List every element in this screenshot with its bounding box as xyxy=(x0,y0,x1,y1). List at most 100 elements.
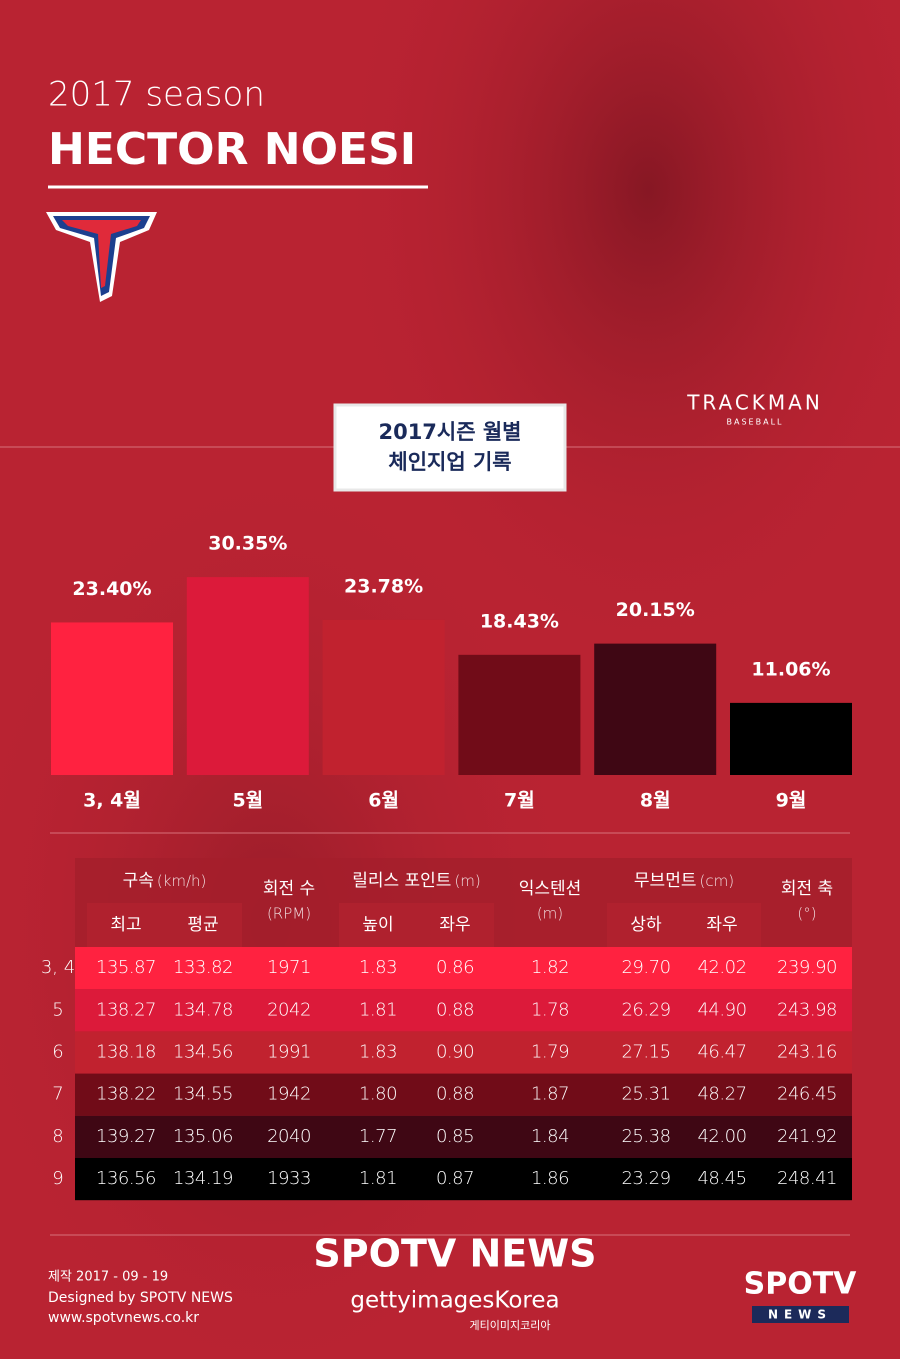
header-band xyxy=(339,903,494,947)
table-cell: 1971 xyxy=(267,957,311,978)
value-label: 23.78% xyxy=(344,575,423,597)
table-row xyxy=(75,947,852,990)
table-cell: 1.78 xyxy=(531,999,569,1020)
table-cell: 138.18 xyxy=(96,1042,156,1063)
table-cell: 2040 xyxy=(267,1126,311,1147)
table-cell: 138.27 xyxy=(96,999,156,1020)
group-header: 구속 (km/h) xyxy=(123,871,207,891)
group-label: 익스텐션 xyxy=(519,879,582,899)
table-cell: 1.81 xyxy=(359,999,397,1020)
table-cell: 25.38 xyxy=(621,1126,670,1147)
group-label: 무브먼트 xyxy=(634,871,697,891)
value-label: 18.43% xyxy=(480,610,559,632)
category-label: 6월 xyxy=(368,790,399,812)
table-row xyxy=(75,989,852,1032)
group-unit: (m) xyxy=(454,872,480,890)
bar xyxy=(594,643,717,775)
category-label: 5월 xyxy=(232,790,263,812)
table-cell: 1.87 xyxy=(531,1084,569,1105)
footer-designer: Designed by SPOTV NEWS xyxy=(48,1290,233,1306)
table-cell: 42.02 xyxy=(697,957,746,978)
player-name: HECTOR NOESI xyxy=(48,124,416,175)
sub-header: 상하 xyxy=(630,915,662,935)
table-cell: 0.88 xyxy=(436,999,474,1020)
table-cell: 133.82 xyxy=(173,957,233,978)
value-label: 11.06% xyxy=(751,658,830,680)
chart-title: 2017시즌 월별 xyxy=(378,420,521,444)
row-label: 3, 4 xyxy=(41,957,75,978)
table-cell: 1991 xyxy=(267,1042,311,1063)
category-label: 7월 xyxy=(504,790,535,812)
table-cell: 243.16 xyxy=(777,1042,837,1063)
table-cell: 46.47 xyxy=(697,1042,746,1063)
table-cell: 138.22 xyxy=(96,1084,156,1105)
table-row xyxy=(75,1073,852,1116)
table-cell: 25.31 xyxy=(621,1084,670,1105)
table-cell: 248.41 xyxy=(777,1168,837,1189)
group-label: 회전 축 xyxy=(781,879,833,899)
bar xyxy=(51,622,173,775)
table-cell: 1.83 xyxy=(359,1042,397,1063)
table-cell: 134.78 xyxy=(173,999,233,1020)
table-cell: 44.90 xyxy=(697,999,746,1020)
footer-date: 제작 2017 - 09 - 19 xyxy=(48,1270,168,1285)
logo-bottom: NEWS xyxy=(768,1308,832,1322)
table-cell: 241.92 xyxy=(777,1126,837,1147)
table-row xyxy=(75,1158,852,1201)
bar xyxy=(458,654,581,775)
chart-title-box xyxy=(333,403,567,492)
table-cell: 1942 xyxy=(267,1084,311,1105)
brand-sub: BASEBALL xyxy=(727,418,784,427)
chart-subtitle: 체인지업 기록 xyxy=(388,450,511,474)
footer-url: www.spotvnews.co.kr xyxy=(48,1310,199,1326)
logo xyxy=(62,220,141,288)
getty-kr: 게티이미지코리아 xyxy=(470,1319,551,1332)
footer-brand: SPOTV NEWS xyxy=(313,1232,596,1276)
table-cell: 48.45 xyxy=(697,1168,746,1189)
table-cell: 1.79 xyxy=(531,1042,569,1063)
bar xyxy=(730,702,852,775)
row-label: 6 xyxy=(52,1042,63,1063)
table-cell: 29.70 xyxy=(621,957,670,978)
table-cell: 1933 xyxy=(267,1168,311,1189)
bar xyxy=(322,619,445,775)
table-row xyxy=(75,1115,852,1158)
table-cell: 27.15 xyxy=(621,1042,670,1063)
bar xyxy=(186,577,309,775)
table-row xyxy=(75,1031,852,1074)
table-cell: 1.86 xyxy=(531,1168,569,1189)
table-cell: 42.00 xyxy=(697,1126,746,1147)
table-cell: 246.45 xyxy=(777,1084,837,1105)
group-label: 회전 수 xyxy=(263,879,315,899)
category-label: 3, 4월 xyxy=(83,790,141,812)
group-unit: (RPM) xyxy=(267,905,311,923)
header-band xyxy=(87,903,242,947)
group-unit: (m) xyxy=(537,905,563,923)
group-header: 무브먼트 (cm) xyxy=(634,871,734,891)
table-cell: 243.98 xyxy=(777,999,837,1020)
group-unit: (cm) xyxy=(699,872,734,890)
table-cell: 1.82 xyxy=(531,957,569,978)
table-cell: 0.90 xyxy=(436,1042,474,1063)
value-label: 23.40% xyxy=(72,578,151,600)
table-cell: 136.56 xyxy=(96,1168,156,1189)
sub-header: 좌우 xyxy=(706,915,737,935)
table-cell: 1.81 xyxy=(359,1168,397,1189)
table-cell: 134.55 xyxy=(173,1084,233,1105)
header-band xyxy=(607,903,761,947)
season: 2017 season xyxy=(48,75,265,115)
table-cell: 0.86 xyxy=(436,957,474,978)
table-cell: 0.87 xyxy=(436,1168,474,1189)
table-cell: 1.80 xyxy=(359,1084,397,1105)
brand: TRACKMAN xyxy=(686,391,823,415)
getty: gettyimagesKorea xyxy=(350,1288,559,1314)
category-label: 8월 xyxy=(640,790,671,812)
group-label: 릴리스 포인트 xyxy=(352,871,451,891)
sub-header: 최고 xyxy=(110,915,141,935)
logo-top: SPOTV xyxy=(744,1267,858,1302)
value-label: 30.35% xyxy=(208,533,287,555)
table-cell: 2042 xyxy=(267,999,311,1020)
table-cell: 239.90 xyxy=(777,957,837,978)
row-label: 8 xyxy=(52,1126,63,1147)
